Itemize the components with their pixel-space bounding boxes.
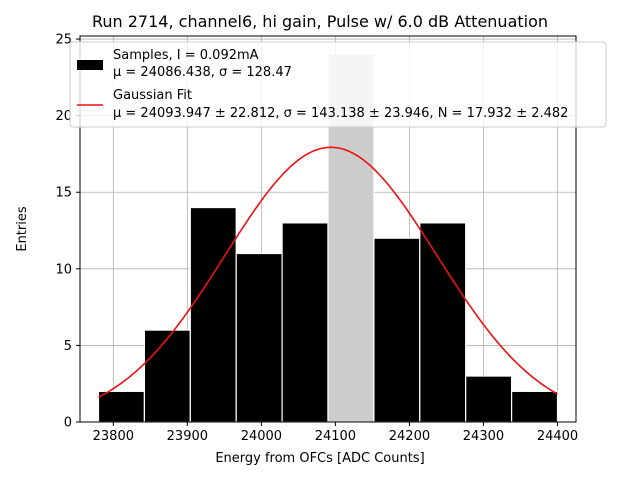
histogram-bar [235, 252, 283, 423]
histogram-bar [419, 222, 467, 423]
x-tick-label: 24400 [537, 429, 578, 444]
y-axis-label: Entries [15, 206, 30, 252]
legend-samples-swatch [77, 60, 103, 70]
x-tick-label: 24200 [389, 429, 430, 444]
y-tick-label: 0 [64, 416, 72, 431]
histogram-bar [143, 329, 191, 423]
x-tick-label: 24100 [315, 429, 356, 444]
axes-frame [79, 35, 577, 423]
histogram-bar [510, 390, 559, 423]
x-tick-label: 24000 [241, 429, 282, 444]
y-tick-label: 25 [55, 33, 72, 48]
histogram-bar [465, 375, 513, 423]
legend-fit-stats: μ = 24093.947 ± 22.812, σ = 143.138 ± 23… [113, 106, 568, 121]
x-tick-label: 23900 [167, 429, 208, 444]
chart-title: Run 2714, channel6, hi gain, Pulse w/ 6.… [92, 12, 548, 31]
histogram-bar [189, 206, 237, 423]
y-tick-label: 5 [64, 339, 72, 354]
legend: Samples, I = 0.092mA μ = 24086.438, σ = … [69, 41, 607, 128]
x-tick-label: 24300 [463, 429, 504, 444]
histogram-bar [281, 222, 329, 423]
x-axis-ticks: 23800 23900 24000 24100 24200 24300 24400 [93, 422, 578, 444]
gaussian-fit-line [98, 146, 558, 398]
legend-samples-label: Samples, I = 0.092mA [113, 48, 259, 63]
legend-fit-label: Gaussian Fit [113, 88, 192, 103]
legend-box [69, 41, 607, 128]
x-axis-label: Energy from OFCs [ADC Counts] [215, 451, 424, 466]
x-tick-label: 23800 [93, 429, 134, 444]
legend-samples-stats: μ = 24086.438, σ = 128.47 [113, 65, 292, 80]
histogram-bar [373, 237, 421, 423]
histogram-bar [97, 390, 146, 423]
y-tick-label: 10 [55, 262, 72, 277]
y-tick-label: 20 [55, 109, 72, 124]
y-tick-label: 15 [55, 186, 72, 201]
